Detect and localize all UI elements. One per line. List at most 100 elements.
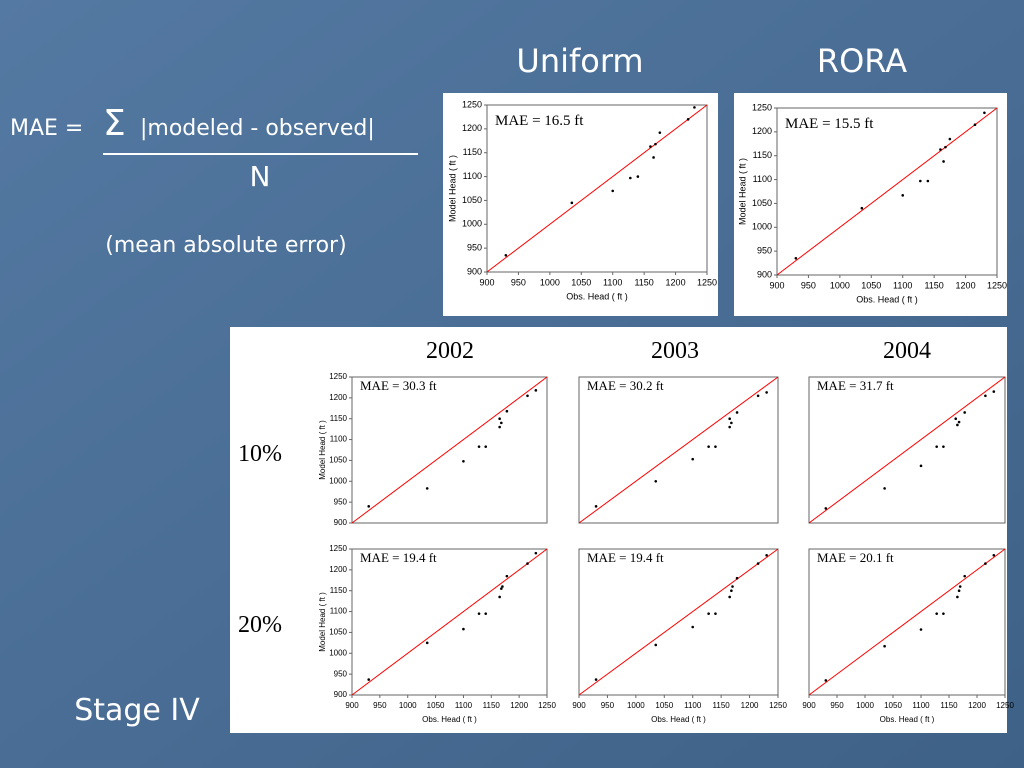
point [942, 612, 945, 615]
y-tick-label: 950 [334, 669, 348, 678]
x-tick-label: 1250 [769, 701, 787, 710]
point [714, 445, 717, 448]
point [498, 417, 501, 421]
point [956, 595, 959, 599]
x-tick-label: 950 [511, 277, 526, 287]
y-tick-label: 950 [757, 246, 772, 256]
point [765, 391, 768, 394]
point [505, 574, 509, 578]
x-axis-label: Obs. Head ( ft ) [880, 715, 935, 724]
annotation: MAE = 31.7 ft [817, 378, 894, 393]
y-tick-label: 1050 [752, 198, 772, 208]
point [963, 574, 966, 578]
y-tick-label: 900 [757, 269, 772, 279]
identity-line [808, 376, 1006, 524]
x-tick-label: 1100 [684, 701, 702, 710]
identity-line [351, 548, 548, 696]
x-axis-label: Obs. Head ( ft ) [651, 715, 706, 724]
x-tick-label: 1250 [538, 701, 556, 710]
x-tick-label: 1100 [455, 701, 473, 710]
x-tick-label: 1250 [697, 277, 717, 287]
point [954, 417, 958, 421]
point [901, 194, 905, 197]
y-tick-label: 1150 [330, 586, 348, 595]
x-tick-label: 1000 [856, 701, 874, 710]
x-tick-label: 1000 [627, 701, 645, 710]
point [728, 595, 731, 599]
identity-line [351, 376, 548, 524]
y-tick-label: 1250 [462, 99, 482, 109]
point [570, 201, 574, 205]
x-tick-label: 1150 [924, 280, 943, 290]
x-tick-label: 900 [572, 701, 586, 710]
y-tick-label: 1250 [329, 544, 347, 553]
y-tick-label: 1000 [752, 222, 772, 232]
y-axis-label: Model Head ( ft ) [318, 592, 327, 652]
x-tick-label: 1150 [634, 277, 653, 287]
x-tick-label: 1100 [912, 701, 930, 710]
x-tick-label: 1200 [956, 280, 976, 290]
formula-note: (mean absolute error) [105, 233, 346, 258]
y-tick-label: 1250 [752, 102, 772, 112]
point [883, 644, 886, 648]
point [992, 553, 996, 557]
x-tick-label: 1250 [996, 701, 1014, 710]
point [462, 459, 465, 463]
x-tick-label: 1150 [713, 701, 731, 710]
point [691, 625, 695, 629]
formula-numerator: |modeled - observed| [140, 116, 375, 141]
x-tick-label: 950 [373, 701, 387, 710]
heading: Uniform [516, 42, 643, 80]
y-tick-label: 950 [467, 243, 482, 253]
annotation: MAE = 19.4 ft [587, 550, 664, 565]
point [860, 206, 864, 210]
annotation: MAE = 15.5 ft [785, 116, 874, 132]
point [756, 394, 760, 398]
x-axis-label: Obs. Head ( ft ) [566, 291, 628, 301]
y-axis-label: Model Head ( ft ) [318, 420, 327, 480]
point [654, 479, 658, 483]
x-tick-label: 1000 [540, 277, 560, 287]
point [611, 189, 615, 193]
point [984, 394, 987, 398]
x-tick-label: 900 [802, 701, 816, 710]
y-tick-label: 900 [467, 266, 482, 276]
point [948, 137, 952, 141]
year-label: 2003 [651, 338, 699, 364]
point [919, 628, 923, 631]
stage-label: Stage IV [74, 693, 200, 728]
point [534, 389, 538, 392]
x-tick-label: 950 [601, 701, 615, 710]
point [728, 417, 731, 421]
point [526, 562, 529, 565]
x-axis-label: Obs. Head ( ft ) [422, 715, 477, 724]
x-tick-label: 1050 [655, 701, 673, 710]
formula-denominator: N [250, 160, 271, 193]
x-tick-label: 1100 [893, 280, 912, 290]
identity-line [486, 104, 708, 273]
y-tick-label: 900 [334, 518, 348, 527]
x-tick-label: 900 [769, 280, 784, 290]
x-tick-label: 1200 [741, 701, 759, 710]
point [500, 587, 503, 590]
point [691, 457, 695, 461]
point [652, 156, 655, 159]
annotation: MAE = 30.2 ft [587, 378, 664, 393]
x-tick-label: 1150 [483, 701, 501, 710]
point [425, 487, 429, 490]
y-tick-label: 1050 [329, 456, 347, 465]
point [693, 106, 696, 109]
y-tick-label: 1250 [329, 372, 347, 381]
x-tick-label: 1000 [399, 701, 417, 710]
y-tick-label: 1050 [462, 195, 482, 205]
y-tick-label: 1200 [329, 393, 347, 402]
formula-lhs: MAE = [10, 116, 83, 141]
point [501, 585, 504, 588]
point [654, 142, 657, 146]
point [484, 445, 488, 448]
y-tick-label: 1150 [753, 150, 772, 160]
point [957, 420, 961, 424]
annotation: MAE = 19.4 ft [360, 550, 437, 565]
row-label: 10% [238, 441, 282, 467]
